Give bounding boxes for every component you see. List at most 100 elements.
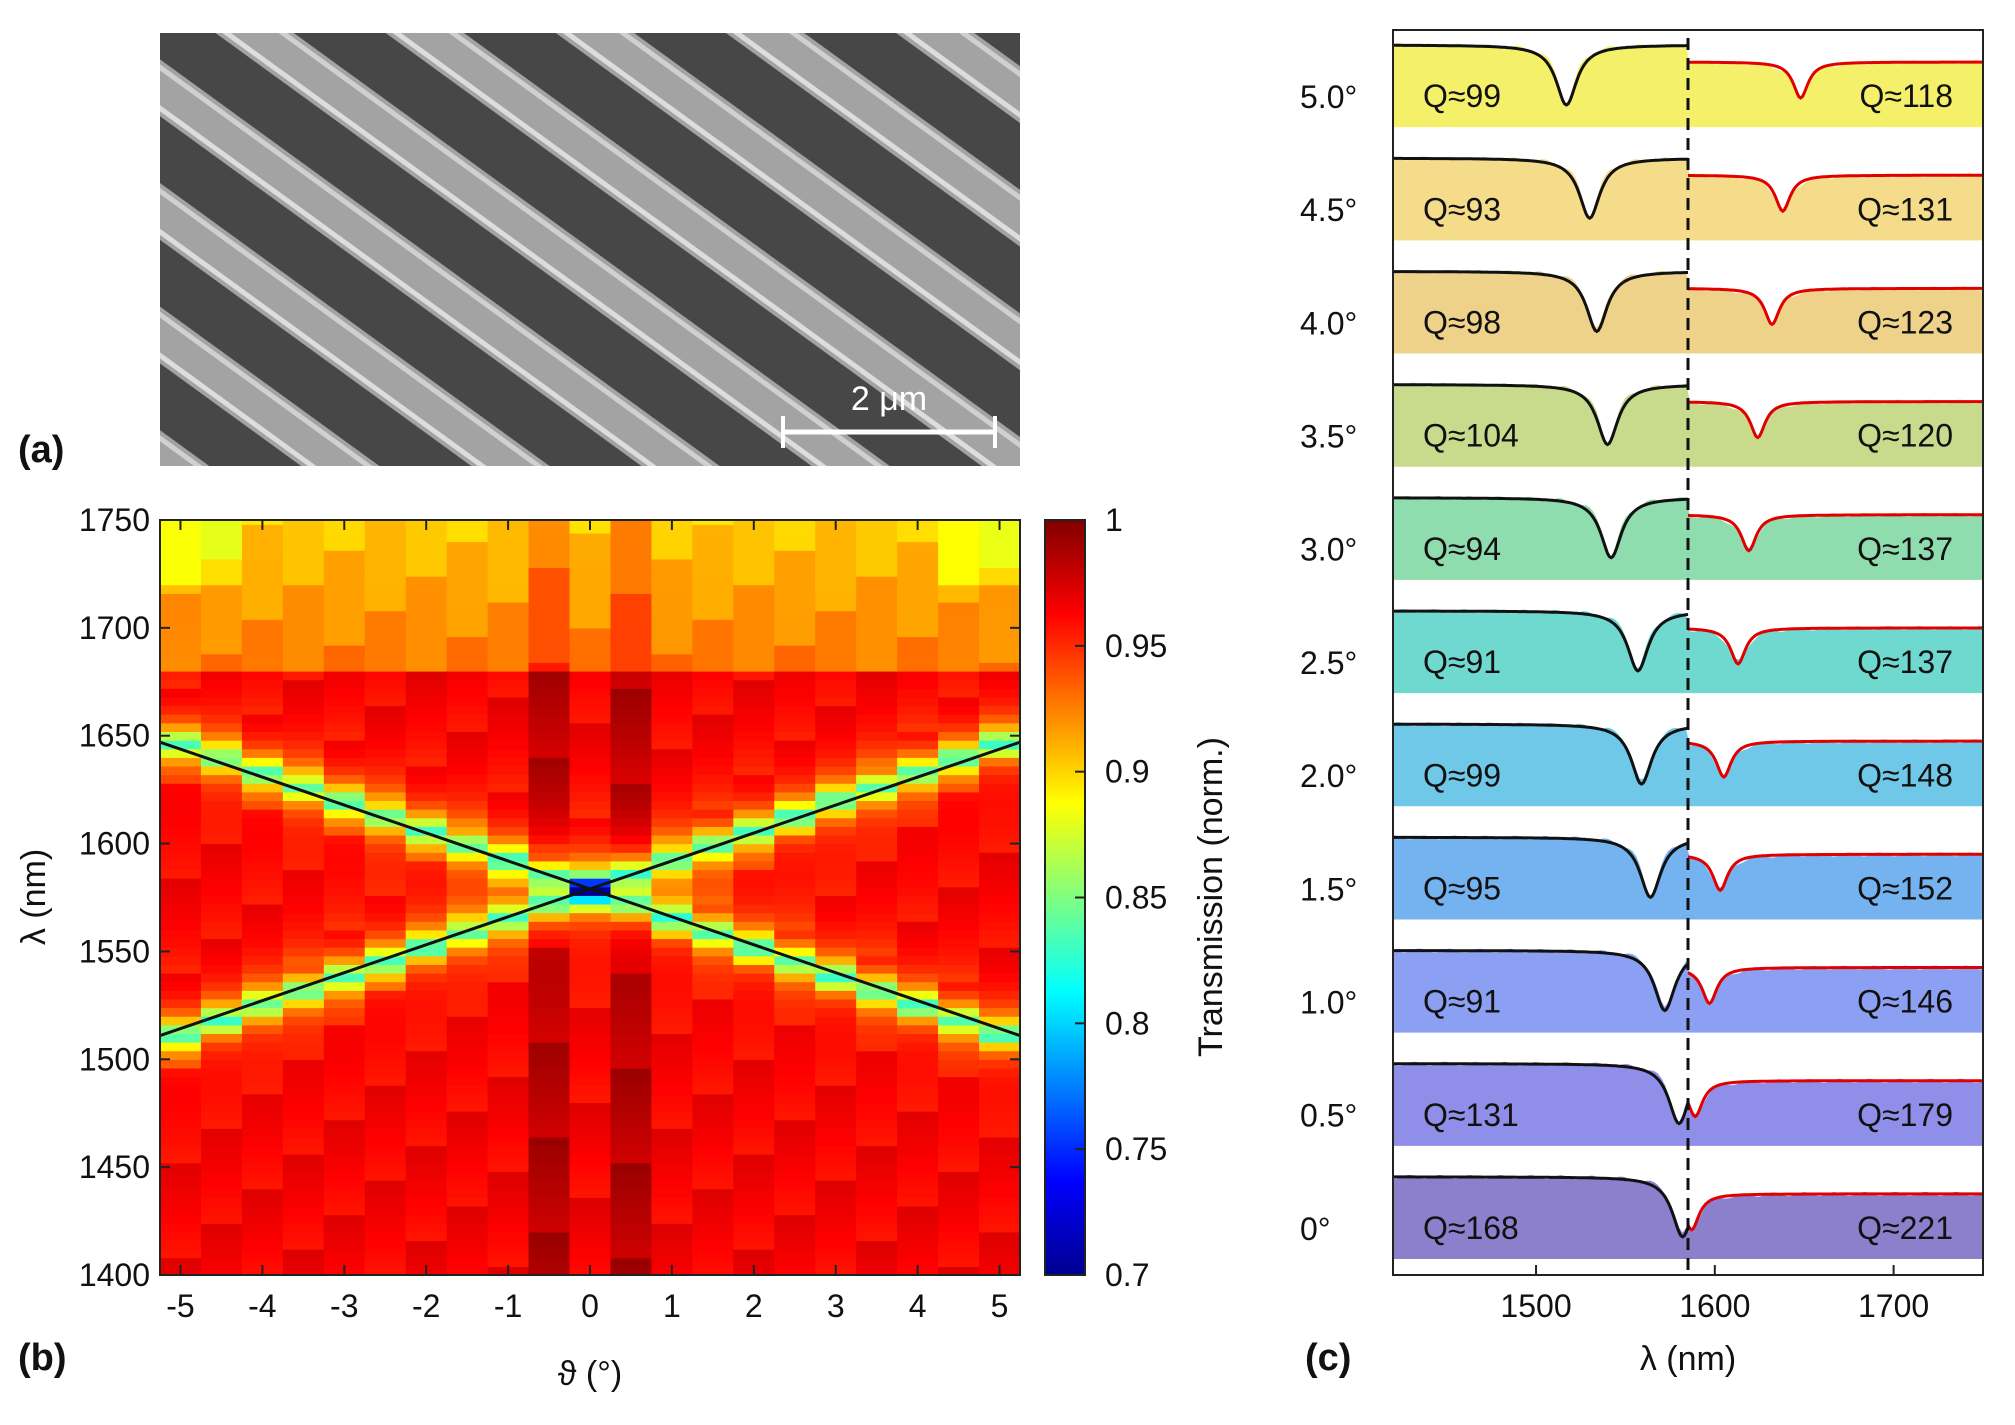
heatmap-cell xyxy=(323,1240,366,1250)
heatmap-cell xyxy=(938,783,980,793)
heatmap-cell xyxy=(364,593,407,603)
heatmap-cell xyxy=(323,550,366,560)
heatmap-cell xyxy=(651,1128,693,1138)
heatmap-cell xyxy=(692,903,734,914)
heatmap-cell xyxy=(200,990,243,1000)
heatmap-cell xyxy=(405,1111,448,1121)
heatmap-cell xyxy=(815,1162,857,1173)
heatmap-cell xyxy=(241,1240,284,1250)
heatmap-cell xyxy=(446,990,489,1000)
heatmap-cell xyxy=(446,748,489,758)
heatmap-cell xyxy=(241,740,284,750)
heatmap-cell xyxy=(364,1162,407,1173)
heatmap-cell xyxy=(446,765,489,776)
heatmap-cell xyxy=(856,558,898,569)
heatmap-cell xyxy=(897,929,939,940)
heatmap-cell xyxy=(487,1257,530,1267)
heatmap-cell xyxy=(692,886,734,896)
heatmap-cell xyxy=(364,576,407,586)
heatmap-cell xyxy=(897,990,939,1000)
heatmap-cell xyxy=(733,1024,775,1034)
heatmap-cell xyxy=(733,895,775,905)
heatmap-cell xyxy=(200,843,243,853)
heatmap-cell xyxy=(528,1076,571,1086)
heatmap-cell xyxy=(815,550,857,560)
heatmap-cell xyxy=(938,809,980,819)
heatmap-cell xyxy=(692,1180,734,1190)
heatmap-cell xyxy=(160,679,202,689)
heatmap-cell xyxy=(487,1111,530,1121)
heatmap-cell xyxy=(446,1231,489,1242)
heatmap-cell xyxy=(856,1007,898,1017)
q-factor-left: Q≈99 xyxy=(1423,78,1501,114)
heatmap-cell xyxy=(487,1180,530,1190)
heatmap-cell xyxy=(815,722,857,732)
q-factor-left: Q≈168 xyxy=(1423,1210,1519,1246)
heatmap-cell xyxy=(200,576,243,586)
heatmap-cell xyxy=(938,748,980,758)
heatmap-cell xyxy=(733,800,775,810)
heatmap-cell xyxy=(487,791,530,802)
heatmap-cell xyxy=(815,1231,857,1242)
heatmap-cell xyxy=(856,990,898,1000)
heatmap-cell xyxy=(774,765,816,776)
heatmap-cell xyxy=(979,1067,1020,1078)
heatmap-cell xyxy=(487,1093,530,1104)
heatmap-cell xyxy=(938,714,980,724)
heatmap-cell xyxy=(815,705,857,715)
heatmap-cell xyxy=(856,947,898,957)
heatmap-cell xyxy=(528,757,571,767)
heatmap-cell xyxy=(815,774,857,784)
heatmap-cell xyxy=(446,774,489,784)
heatmap-cell xyxy=(487,1033,530,1043)
heatmap-cell xyxy=(200,1162,243,1173)
heatmap-cell xyxy=(487,990,530,1000)
heatmap-cell xyxy=(282,955,325,965)
heatmap-cell xyxy=(323,774,366,784)
heatmap-cell xyxy=(200,645,243,655)
heatmap-cell xyxy=(651,748,693,758)
heatmap-cell xyxy=(241,601,284,612)
heatmap-cell xyxy=(487,895,530,905)
fit-curve-right xyxy=(1688,60,1983,100)
heatmap-cell xyxy=(364,1033,407,1043)
heatmap-cell xyxy=(200,903,243,914)
heatmap-cell xyxy=(610,671,653,681)
heatmap-cell xyxy=(979,1076,1020,1086)
heatmap-cell xyxy=(610,1145,653,1155)
heatmap-cell xyxy=(815,843,857,853)
heatmap-cell xyxy=(856,1033,898,1043)
heatmap-cell xyxy=(692,576,734,586)
heatmap-cell xyxy=(241,1076,284,1086)
heatmap-cell xyxy=(815,1111,857,1121)
x-tick-label: -4 xyxy=(248,1288,276,1324)
heatmap-cell xyxy=(446,955,489,965)
heatmap-cell xyxy=(200,1007,243,1017)
heatmap-cell xyxy=(446,1214,489,1224)
heatmap-cell xyxy=(610,834,653,845)
q-factor-right: Q≈123 xyxy=(1857,305,1953,341)
heatmap-cell xyxy=(282,662,325,672)
heatmap-cell xyxy=(569,834,612,845)
heatmap-cell xyxy=(323,1102,366,1112)
heatmap-cell xyxy=(282,705,325,715)
heatmap-cell xyxy=(815,662,857,672)
heatmap-cell xyxy=(856,757,898,767)
heatmap-cell xyxy=(487,1128,530,1138)
heatmap-cell xyxy=(979,1007,1020,1017)
spectrum-row: Q≈131 Q≈179 xyxy=(1393,1061,1983,1146)
heatmap-cell xyxy=(446,567,489,577)
heatmap-cell xyxy=(856,1162,898,1173)
heatmap-cell xyxy=(446,1136,489,1147)
panel-label-a: (a) xyxy=(18,429,64,471)
heatmap-cell xyxy=(856,532,898,543)
heatmap-cell xyxy=(282,1180,325,1190)
heatmap-cell xyxy=(774,1240,816,1250)
heatmap-cell xyxy=(733,765,775,776)
heatmap-cell xyxy=(979,627,1020,638)
heatmap-cell xyxy=(446,800,489,810)
heatmap-cell xyxy=(487,679,530,689)
heatmap-cell xyxy=(487,1059,530,1069)
heatmap-cell xyxy=(856,1223,898,1233)
heatmap-cell xyxy=(774,601,816,612)
